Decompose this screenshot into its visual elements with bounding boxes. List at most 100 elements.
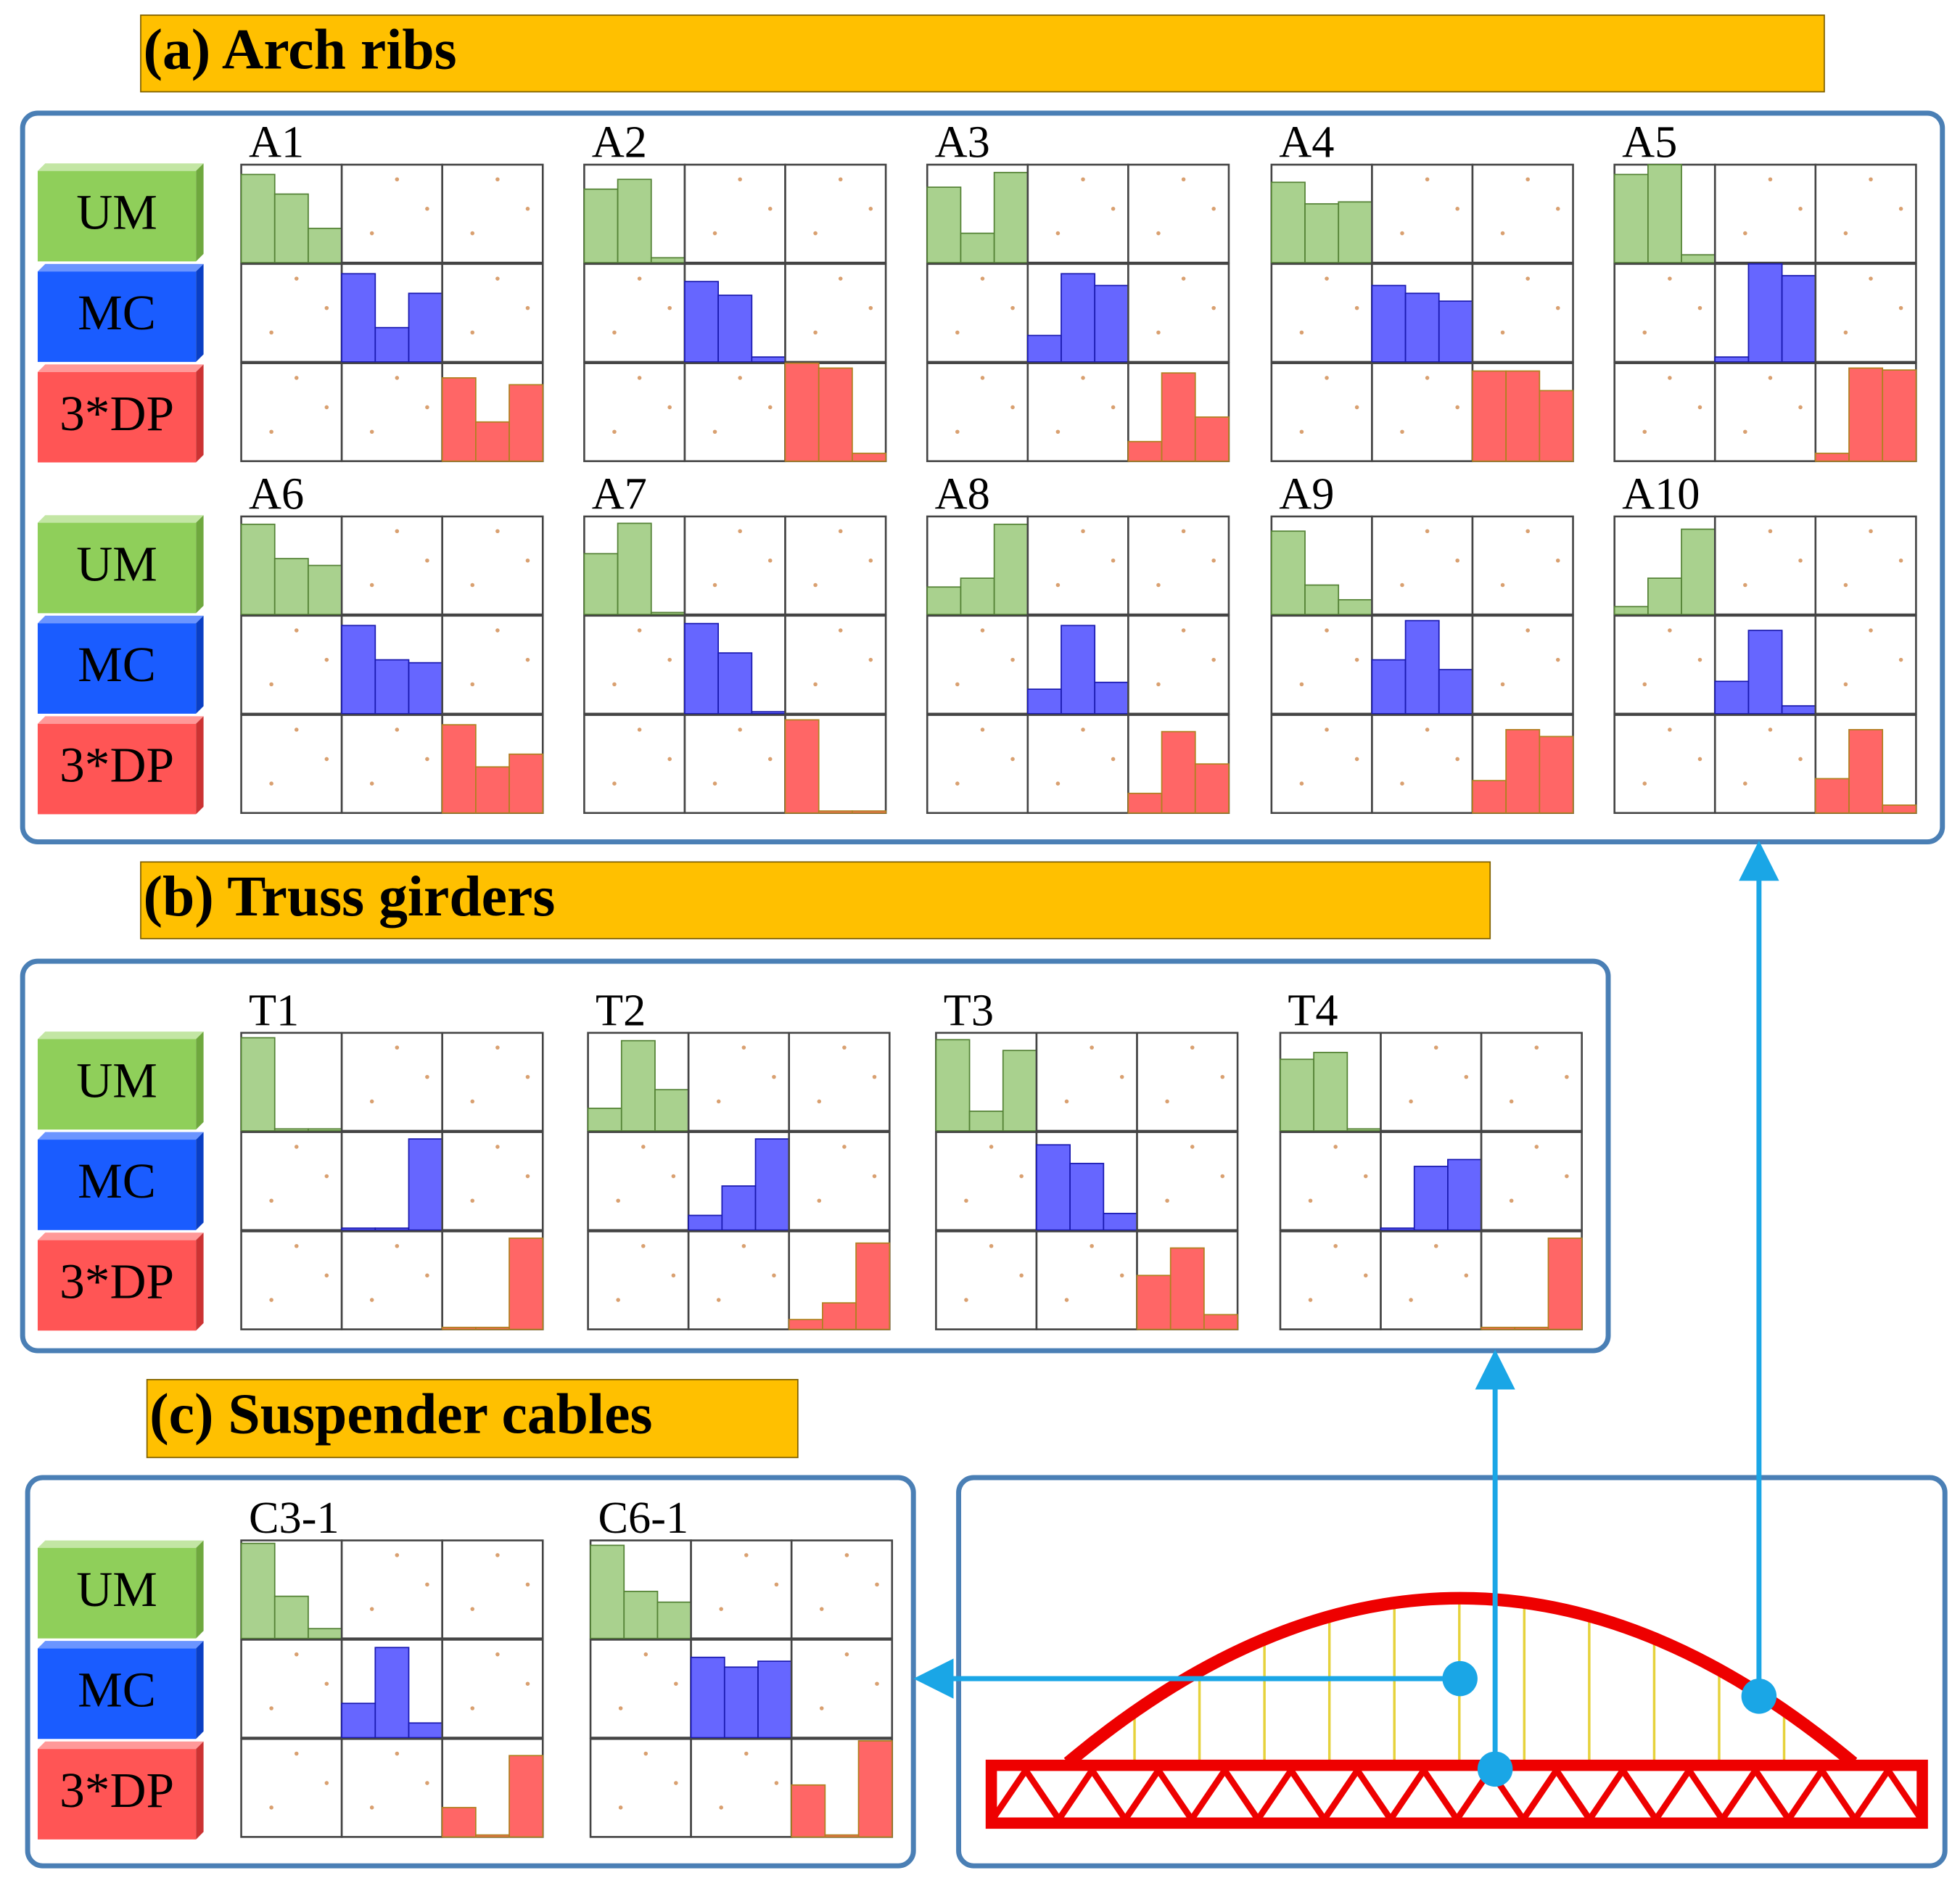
label-box-top bbox=[37, 716, 204, 724]
scatter-dot bbox=[294, 276, 299, 281]
scatter-dot bbox=[844, 1652, 849, 1657]
histogram-bar bbox=[374, 659, 410, 715]
matrix-cell bbox=[1380, 1031, 1483, 1132]
histogram-bar bbox=[1061, 273, 1096, 363]
scatter-dot bbox=[294, 1243, 299, 1248]
scatter-dot bbox=[1064, 1298, 1069, 1302]
scatter-dot bbox=[1642, 781, 1647, 786]
row-label: UM bbox=[76, 184, 157, 240]
histogram-bar bbox=[857, 1740, 893, 1838]
histogram-bar bbox=[717, 295, 753, 363]
scatter-dot bbox=[324, 1781, 329, 1785]
histogram-bar bbox=[441, 1806, 477, 1838]
label-box bbox=[37, 1039, 197, 1130]
scatter-dot bbox=[1509, 1198, 1514, 1203]
histogram-bar bbox=[855, 1242, 891, 1330]
label-box-side bbox=[196, 1641, 204, 1739]
scatter-dot bbox=[1081, 177, 1085, 182]
scatter-dot bbox=[425, 558, 429, 563]
scatter-dot bbox=[1010, 657, 1015, 662]
matrix-cell bbox=[1471, 263, 1574, 363]
histogram-bar bbox=[1026, 334, 1062, 363]
scatter-dot bbox=[1555, 558, 1560, 563]
scatter-dot bbox=[813, 582, 818, 588]
histogram-bar bbox=[1438, 669, 1473, 715]
histogram-bar bbox=[1103, 1212, 1138, 1231]
scatter-dot bbox=[955, 429, 960, 434]
scatter-dot bbox=[838, 628, 843, 633]
scatter-dot bbox=[819, 1607, 824, 1611]
histogram-bar bbox=[960, 577, 995, 615]
histogram-bar bbox=[623, 1590, 659, 1639]
scatter-dot bbox=[1299, 330, 1304, 335]
scatter-dot bbox=[1119, 1074, 1124, 1079]
label-box-side bbox=[196, 364, 204, 463]
member-title: A3 bbox=[935, 118, 990, 168]
scatter-dot bbox=[470, 682, 475, 687]
matrix-cell bbox=[683, 163, 786, 264]
scatter-dot bbox=[324, 657, 329, 662]
scatter-dot bbox=[667, 305, 672, 310]
matrix-cell bbox=[340, 1737, 443, 1838]
scatter-dot bbox=[767, 558, 773, 563]
matrix-cell bbox=[441, 1539, 544, 1639]
scatter-dot bbox=[842, 1045, 847, 1050]
scatter-dot bbox=[1325, 376, 1329, 380]
location-dot bbox=[1442, 1660, 1478, 1697]
scatter-dot bbox=[1500, 582, 1505, 588]
scatter-dot bbox=[1156, 231, 1161, 236]
member-title: A1 bbox=[249, 118, 304, 168]
scatter-dot bbox=[667, 657, 672, 662]
scatter-dot bbox=[1299, 429, 1304, 434]
scatter-dot bbox=[1555, 207, 1560, 211]
scatter-dot bbox=[1081, 529, 1085, 534]
scatter-dot bbox=[1220, 1074, 1225, 1079]
scatter-dot bbox=[1400, 429, 1404, 434]
member-title: C3-1 bbox=[249, 1493, 339, 1543]
panel bbox=[20, 110, 1945, 845]
scatter-dot bbox=[1743, 231, 1747, 236]
histogram-bar bbox=[1061, 625, 1096, 715]
matrix-cell bbox=[1279, 1230, 1382, 1330]
histogram-bar bbox=[1505, 370, 1541, 462]
scatter-dot bbox=[1400, 582, 1404, 588]
scatter-dot bbox=[425, 1781, 429, 1785]
matrix-cell bbox=[1471, 614, 1574, 715]
scatter-dot bbox=[955, 682, 960, 687]
scatter-dot bbox=[269, 1198, 273, 1203]
section-header bbox=[140, 861, 1491, 939]
scatter-dot bbox=[1555, 305, 1560, 310]
arrows bbox=[913, 840, 1779, 1787]
scatter-dot bbox=[989, 1243, 994, 1248]
matrix-cell bbox=[1713, 362, 1817, 463]
scatter-dot bbox=[616, 1298, 620, 1302]
histogram-bar bbox=[1472, 780, 1507, 814]
scatter-dot bbox=[294, 376, 299, 380]
scatter-dot bbox=[616, 1198, 620, 1203]
matrix-cell bbox=[935, 1230, 1038, 1330]
histogram-bar bbox=[1304, 203, 1340, 263]
matrix-cell bbox=[340, 1539, 443, 1639]
matrix-cell bbox=[240, 1639, 343, 1739]
scatter-dot bbox=[1500, 330, 1505, 335]
scatter-dot bbox=[1869, 628, 1873, 633]
matrix-cell bbox=[784, 614, 887, 715]
scatter-dot bbox=[1400, 781, 1404, 786]
matrix-cell bbox=[1026, 714, 1129, 815]
member-title: T4 bbox=[1288, 985, 1338, 1035]
matrix-cell bbox=[1127, 614, 1230, 715]
member-title: A4 bbox=[1279, 118, 1334, 168]
location-dot bbox=[1477, 1751, 1513, 1787]
scatter-dot bbox=[1308, 1198, 1313, 1203]
matrix-cell bbox=[340, 714, 443, 815]
histogram-bar bbox=[1094, 284, 1129, 363]
histogram-bar bbox=[852, 810, 886, 814]
scatter-dot bbox=[1055, 429, 1061, 434]
matrix-cell bbox=[1713, 515, 1817, 616]
panel bbox=[956, 1475, 1948, 1869]
matrix-cell bbox=[1480, 1131, 1583, 1232]
label-box bbox=[37, 1240, 197, 1331]
histogram-bar bbox=[650, 257, 685, 263]
matrix-cell bbox=[441, 515, 544, 616]
histogram-bar bbox=[824, 1834, 860, 1838]
